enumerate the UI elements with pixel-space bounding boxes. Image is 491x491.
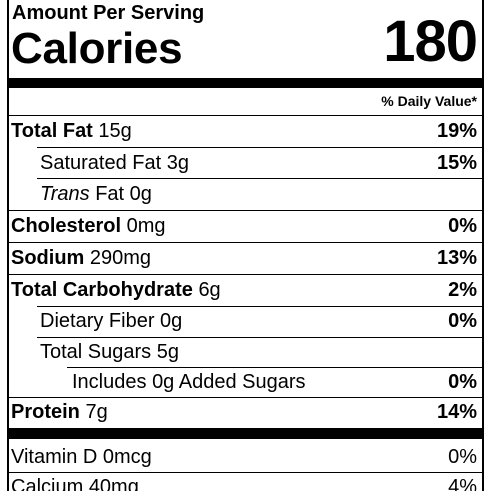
nutrient-daily-value: 2% — [448, 279, 477, 301]
nutrient-name: Fat — [95, 183, 125, 205]
divider — [37, 306, 482, 307]
nutrient-name: Added Sugars — [178, 371, 306, 393]
nutrient-amount: 0g — [129, 183, 152, 205]
divider — [37, 147, 482, 148]
divider — [37, 178, 482, 179]
nutrient-daily-value: 0% — [448, 310, 477, 332]
nutrient-amount: 15g — [98, 120, 132, 142]
nutrient-row-protein: Protein 7g 14% — [9, 397, 482, 427]
divider — [37, 337, 482, 338]
divider — [67, 367, 482, 368]
vitamin-name: Calcium — [11, 476, 84, 491]
nutrient-row-total-sugars: Total Sugars 5g — [9, 337, 482, 367]
nutrient-amount: 6g — [198, 279, 221, 301]
nutrient-name: Sodium — [11, 247, 85, 269]
amount-per-serving-label: Amount Per Serving — [12, 2, 205, 24]
nutrient-daily-value: 0% — [448, 371, 477, 393]
nutrient-row-added-sugars: Includes 0g Added Sugars 0% — [9, 367, 482, 397]
nutrient-daily-value: 13% — [436, 247, 477, 269]
nutrient-name: Cholesterol — [11, 215, 122, 237]
divider — [9, 274, 482, 275]
nutrient-amount: 7g — [85, 401, 108, 423]
nutrient-daily-value: 0% — [448, 215, 477, 237]
nutrient-daily-value: 14% — [436, 401, 477, 423]
nutrient-prefix: Includes — [72, 371, 147, 393]
nutrient-name: Saturated Fat — [40, 152, 162, 174]
divider — [9, 242, 482, 243]
nutrient-amount: 290mg — [89, 247, 152, 269]
nutrient-name: Protein — [11, 401, 80, 423]
nutrient-amount: 0g — [152, 371, 175, 393]
divider — [9, 397, 482, 398]
vitamin-name: Vitamin D — [11, 446, 98, 468]
divider — [9, 210, 482, 211]
nutrient-daily-value: 19% — [436, 120, 477, 142]
vitamin-daily-value: 0% — [448, 446, 477, 468]
nutrient-name: Total Sugars — [40, 341, 152, 363]
calories-label: Calories — [11, 24, 183, 73]
nutrient-name: Total Carbohydrate — [11, 279, 193, 301]
nutrient-amount: 5g — [156, 341, 179, 363]
nutrient-amount: 3g — [166, 152, 189, 174]
nutrient-name-italic: Trans — [40, 183, 90, 205]
vitamin-amount: 40mg — [88, 476, 139, 491]
nutrient-amount: 0g — [160, 310, 183, 332]
vitamin-row-calcium: Calcium 40mg 4% — [9, 472, 482, 491]
nutrient-name: Dietary Fiber — [40, 310, 155, 332]
nutrient-name: Total Fat — [11, 120, 93, 142]
vitamin-row-vitamin-d: Vitamin D 0mcg 0% — [9, 442, 482, 472]
nutrient-amount: 0mg — [126, 215, 166, 237]
divider — [9, 115, 482, 116]
divider — [9, 472, 482, 473]
thick-divider-vitamins — [9, 428, 482, 439]
daily-value-header: % Daily Value* — [381, 93, 477, 109]
nutrition-facts-panel: Amount Per Serving Calories 180 % Daily … — [7, 0, 484, 491]
vitamin-daily-value: 4% — [448, 476, 477, 491]
vitamin-amount: 0mcg — [102, 446, 152, 468]
nutrient-row-trans-fat: Trans Fat 0g — [9, 179, 482, 209]
nutrient-daily-value: 15% — [436, 152, 477, 174]
thick-divider-calories — [9, 78, 482, 88]
nutrient-row-total-fat: Total Fat 15g 19% — [9, 116, 482, 146]
nutrient-row-saturated-fat: Saturated Fat 3g 15% — [9, 148, 482, 178]
calories-value: 180 — [383, 9, 478, 74]
nutrient-row-sodium: Sodium 290mg 13% — [9, 243, 482, 273]
nutrient-row-total-carbohydrate: Total Carbohydrate 6g 2% — [9, 275, 482, 305]
nutrient-row-dietary-fiber: Dietary Fiber 0g 0% — [9, 306, 482, 336]
nutrient-row-cholesterol: Cholesterol 0mg 0% — [9, 211, 482, 241]
